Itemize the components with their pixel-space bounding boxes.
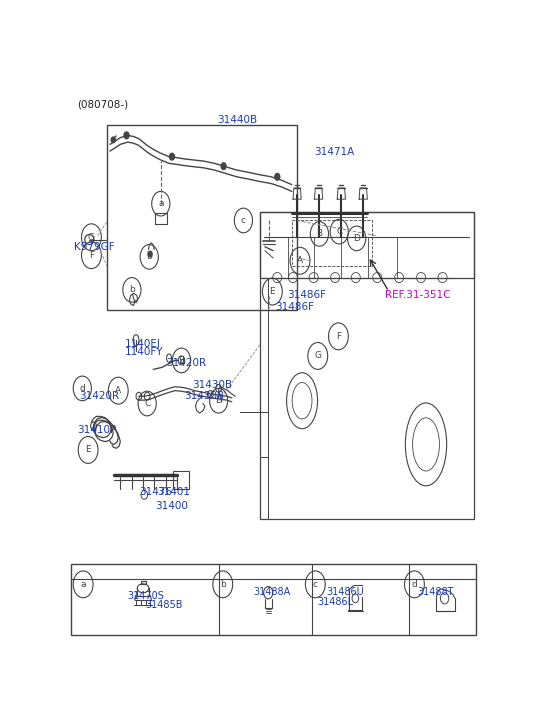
Bar: [292, 220, 372, 266]
Text: 31488T: 31488T: [417, 587, 454, 597]
Text: 31420R: 31420R: [166, 358, 206, 368]
Text: E: E: [270, 287, 275, 296]
Text: 31470S: 31470S: [128, 590, 165, 601]
Text: 1140EJ: 1140EJ: [125, 339, 160, 349]
Text: b: b: [220, 580, 225, 589]
Text: F: F: [89, 251, 94, 260]
Text: A: A: [115, 386, 122, 395]
Text: 31486F: 31486F: [275, 302, 314, 312]
Text: 31485B: 31485B: [145, 600, 183, 610]
Circle shape: [148, 252, 152, 257]
Text: 31430B: 31430B: [184, 391, 224, 401]
Text: a: a: [158, 199, 164, 208]
Text: A: A: [297, 257, 303, 265]
Text: 31440B: 31440B: [217, 115, 257, 125]
Circle shape: [275, 174, 280, 180]
Text: 31476: 31476: [139, 487, 172, 497]
Text: b: b: [129, 286, 135, 294]
Circle shape: [221, 163, 226, 169]
Text: 1140FY: 1140FY: [125, 347, 163, 357]
Circle shape: [169, 153, 174, 160]
Text: 31420R: 31420R: [79, 391, 119, 401]
Text: d: d: [79, 384, 85, 393]
Text: C: C: [144, 399, 150, 408]
Text: G: G: [314, 351, 321, 361]
Text: B: B: [317, 230, 322, 238]
Text: 31400: 31400: [156, 501, 188, 511]
Text: D: D: [353, 234, 360, 243]
Text: G: G: [88, 233, 95, 242]
Text: E: E: [85, 446, 91, 454]
Text: F: F: [336, 332, 341, 341]
Text: 31410P: 31410P: [77, 425, 116, 435]
Text: c: c: [241, 216, 246, 225]
Text: 31471A: 31471A: [314, 147, 355, 156]
Text: d: d: [411, 580, 417, 589]
Text: B: B: [179, 356, 184, 365]
Text: 31401: 31401: [157, 487, 190, 497]
Text: 31486U: 31486U: [326, 587, 364, 597]
Text: C: C: [336, 227, 342, 236]
Bar: [173, 471, 189, 489]
Text: K979GF: K979GF: [74, 242, 115, 252]
Circle shape: [124, 132, 129, 139]
Text: b: b: [147, 252, 152, 261]
Text: 31486L: 31486L: [318, 598, 354, 607]
Text: 31488A: 31488A: [253, 587, 290, 597]
Bar: [71, 564, 475, 635]
Text: c: c: [313, 580, 318, 589]
Text: (080708-): (080708-): [77, 100, 128, 110]
Circle shape: [111, 137, 115, 142]
Text: D: D: [215, 396, 222, 405]
Text: a: a: [80, 580, 86, 589]
Text: 31486F: 31486F: [288, 291, 327, 300]
Text: REF.31-351C: REF.31-351C: [385, 291, 450, 300]
Text: 31430B: 31430B: [192, 380, 233, 390]
Bar: [107, 125, 297, 310]
